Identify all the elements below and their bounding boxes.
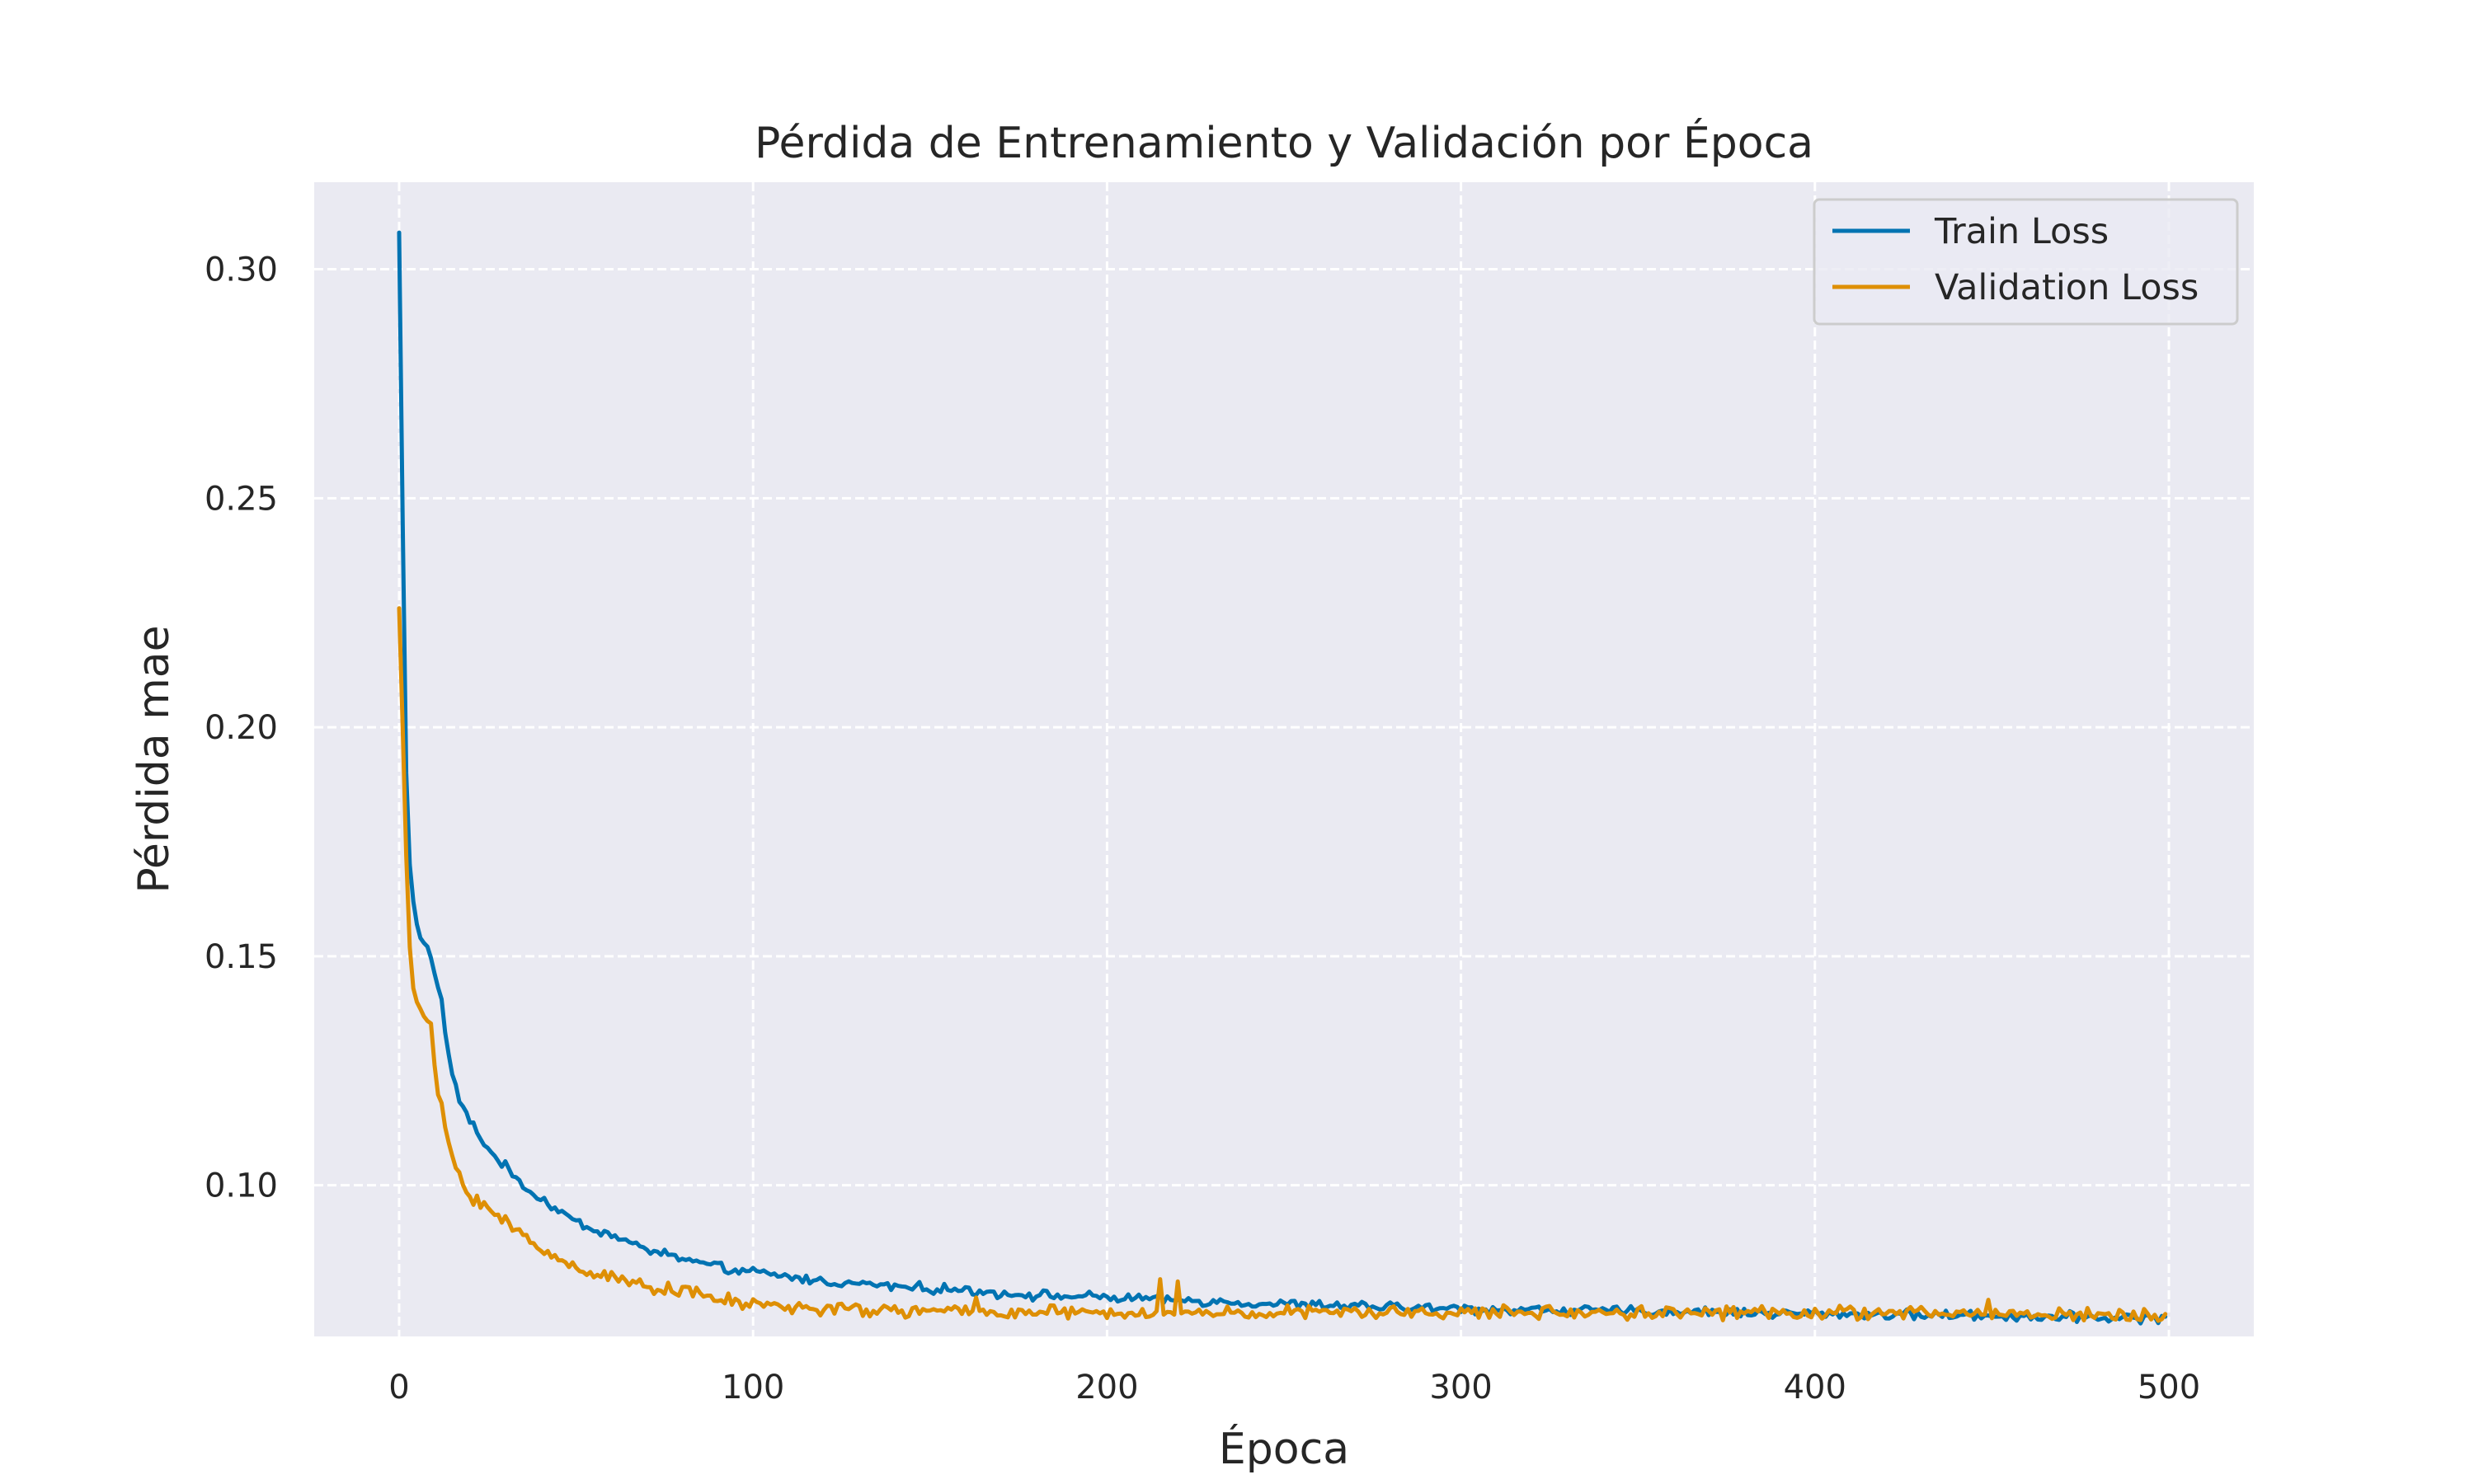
y-tick-labels: 0.10 0.15 0.20 0.25 0.30 — [205, 251, 278, 1205]
series-lines — [397, 230, 2168, 1326]
y-tick-label: 0.20 — [205, 709, 278, 747]
plot-background — [314, 182, 2254, 1336]
x-tick-labels: 0 100 200 300 400 500 — [388, 1369, 2200, 1407]
y-tick-label: 0.25 — [205, 480, 278, 518]
y-tick-label: 0.10 — [205, 1167, 278, 1205]
y-axis-label: Pérdida mae — [129, 625, 179, 893]
legend-box — [1813, 198, 2239, 326]
chart-title: Pérdida de Entrenamiento y Validación po… — [755, 118, 1813, 168]
legend-label-train: Train Loss — [1934, 211, 2109, 252]
y-tick-label: 0.15 — [205, 938, 278, 976]
y-tick-label: 0.30 — [205, 251, 278, 289]
x-tick-label: 400 — [1784, 1369, 1846, 1407]
x-tick-label: 0 — [388, 1369, 409, 1407]
x-tick-label: 200 — [1075, 1369, 1138, 1407]
legend-label-validation: Validation Loss — [1935, 267, 2199, 308]
series-line-validation — [397, 606, 2168, 1323]
x-tick-label: 100 — [722, 1369, 784, 1407]
x-axis-label: Época — [1219, 1424, 1349, 1474]
x-tick-label: 500 — [2138, 1369, 2200, 1407]
grid — [314, 182, 2254, 1336]
x-tick-label: 300 — [1429, 1369, 1492, 1407]
legend: Train Loss Validation Loss — [1813, 198, 2239, 326]
